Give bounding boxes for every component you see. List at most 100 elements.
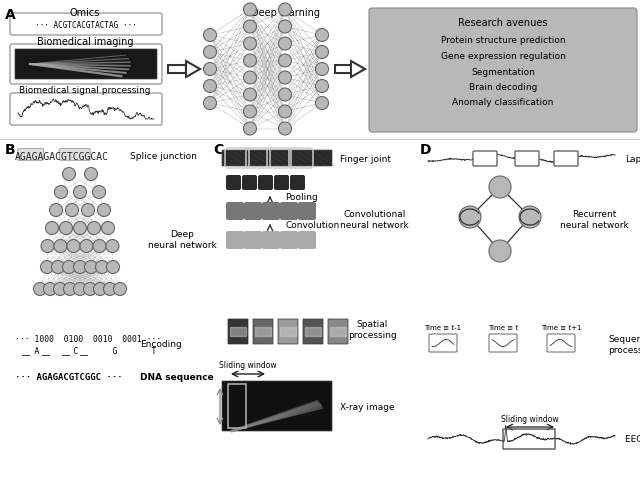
Text: Biomedical signal processing: Biomedical signal processing [19, 86, 151, 95]
Circle shape [60, 222, 72, 235]
Circle shape [204, 81, 216, 93]
Circle shape [40, 261, 54, 274]
Text: Encoding: Encoding [140, 339, 182, 348]
Text: Sliding window: Sliding window [219, 360, 277, 369]
Text: Finger joint: Finger joint [340, 154, 391, 163]
FancyBboxPatch shape [222, 151, 332, 167]
Text: X-ray image: X-ray image [340, 403, 395, 412]
Circle shape [243, 55, 257, 68]
Circle shape [243, 4, 257, 17]
Text: Segmentation: Segmentation [471, 68, 535, 77]
Circle shape [102, 222, 115, 235]
FancyBboxPatch shape [226, 203, 244, 221]
Circle shape [316, 97, 328, 110]
Circle shape [81, 204, 95, 217]
Circle shape [278, 72, 291, 85]
Text: Omics: Omics [70, 8, 100, 18]
FancyBboxPatch shape [222, 381, 332, 431]
Circle shape [204, 63, 216, 76]
FancyBboxPatch shape [262, 203, 280, 221]
Circle shape [243, 38, 257, 51]
FancyBboxPatch shape [228, 319, 248, 345]
Circle shape [67, 240, 80, 253]
Circle shape [51, 261, 65, 274]
Circle shape [316, 29, 328, 42]
FancyBboxPatch shape [298, 231, 316, 249]
FancyBboxPatch shape [60, 149, 90, 161]
FancyBboxPatch shape [290, 176, 305, 191]
Circle shape [74, 283, 86, 296]
Circle shape [63, 283, 77, 296]
Polygon shape [335, 66, 351, 74]
FancyBboxPatch shape [515, 152, 539, 167]
Text: Deep
neural network: Deep neural network [148, 230, 217, 249]
Polygon shape [351, 62, 365, 78]
Circle shape [316, 46, 328, 60]
FancyBboxPatch shape [226, 231, 244, 249]
FancyBboxPatch shape [253, 319, 273, 345]
FancyBboxPatch shape [18, 149, 44, 161]
Circle shape [74, 222, 86, 235]
Text: Gene expression regulation: Gene expression regulation [440, 52, 565, 61]
Circle shape [97, 204, 111, 217]
FancyBboxPatch shape [547, 334, 575, 352]
Circle shape [278, 106, 291, 119]
Circle shape [54, 240, 67, 253]
FancyBboxPatch shape [303, 319, 323, 345]
Text: ··· 1000  0100  0010  0001 ···: ··· 1000 0100 0010 0001 ··· [15, 334, 161, 343]
Circle shape [88, 222, 100, 235]
Text: EEG signal: EEG signal [625, 435, 640, 444]
Polygon shape [280, 327, 296, 336]
Text: Biomedical imaging: Biomedical imaging [36, 37, 133, 47]
Circle shape [83, 283, 97, 296]
Text: AGAGAGACGTCGGCAC: AGAGAGACGTCGGCAC [15, 152, 109, 162]
FancyBboxPatch shape [244, 231, 262, 249]
Text: Pooling: Pooling [285, 193, 317, 202]
Text: Protein structure prediction: Protein structure prediction [441, 36, 565, 45]
Text: Brain decoding: Brain decoding [469, 83, 537, 92]
Text: A: A [5, 8, 16, 22]
Text: DNA sequence: DNA sequence [140, 372, 214, 381]
Circle shape [106, 240, 119, 253]
Circle shape [93, 283, 106, 296]
FancyBboxPatch shape [429, 334, 457, 352]
Circle shape [278, 89, 291, 102]
FancyBboxPatch shape [280, 203, 298, 221]
FancyBboxPatch shape [10, 45, 162, 85]
Circle shape [54, 283, 67, 296]
Circle shape [278, 123, 291, 136]
FancyBboxPatch shape [10, 14, 162, 36]
Circle shape [95, 261, 109, 274]
Circle shape [63, 168, 76, 181]
Text: ··· AGAGACGTCGGC ···: ··· AGAGACGTCGGC ··· [15, 372, 122, 381]
Text: Recurrent
neural network: Recurrent neural network [560, 210, 628, 229]
Polygon shape [255, 327, 271, 336]
Circle shape [278, 55, 291, 68]
Text: Lapse: Lapse [625, 154, 640, 163]
FancyBboxPatch shape [242, 176, 257, 191]
Circle shape [41, 240, 54, 253]
FancyBboxPatch shape [489, 334, 517, 352]
Circle shape [113, 283, 127, 296]
Circle shape [84, 261, 97, 274]
Circle shape [84, 168, 97, 181]
Circle shape [459, 206, 481, 228]
Circle shape [106, 261, 120, 274]
Circle shape [204, 97, 216, 110]
FancyBboxPatch shape [328, 319, 348, 345]
Circle shape [243, 21, 257, 34]
Text: B: B [5, 142, 15, 157]
FancyBboxPatch shape [226, 176, 241, 191]
Circle shape [204, 29, 216, 42]
Text: Convolution: Convolution [285, 221, 339, 230]
Polygon shape [230, 327, 246, 336]
Text: C: C [213, 142, 223, 157]
Circle shape [243, 72, 257, 85]
Circle shape [316, 81, 328, 93]
Circle shape [243, 89, 257, 102]
Circle shape [204, 46, 216, 60]
FancyBboxPatch shape [10, 94, 162, 126]
Circle shape [278, 4, 291, 17]
Text: ··· ACGTCACGTACTAG ···: ··· ACGTCACGTACTAG ··· [35, 20, 137, 29]
Circle shape [74, 186, 86, 199]
